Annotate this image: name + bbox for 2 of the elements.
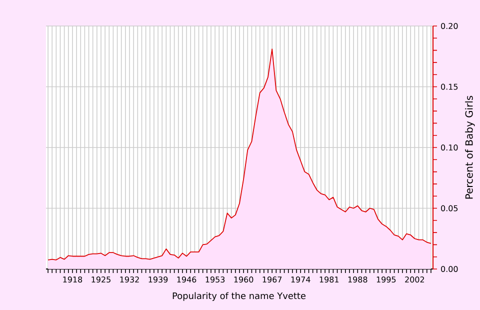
text: Popularity of the name Yvette: [172, 292, 306, 301]
y-axis-title: Percent of Baby Girls: [465, 96, 475, 199]
